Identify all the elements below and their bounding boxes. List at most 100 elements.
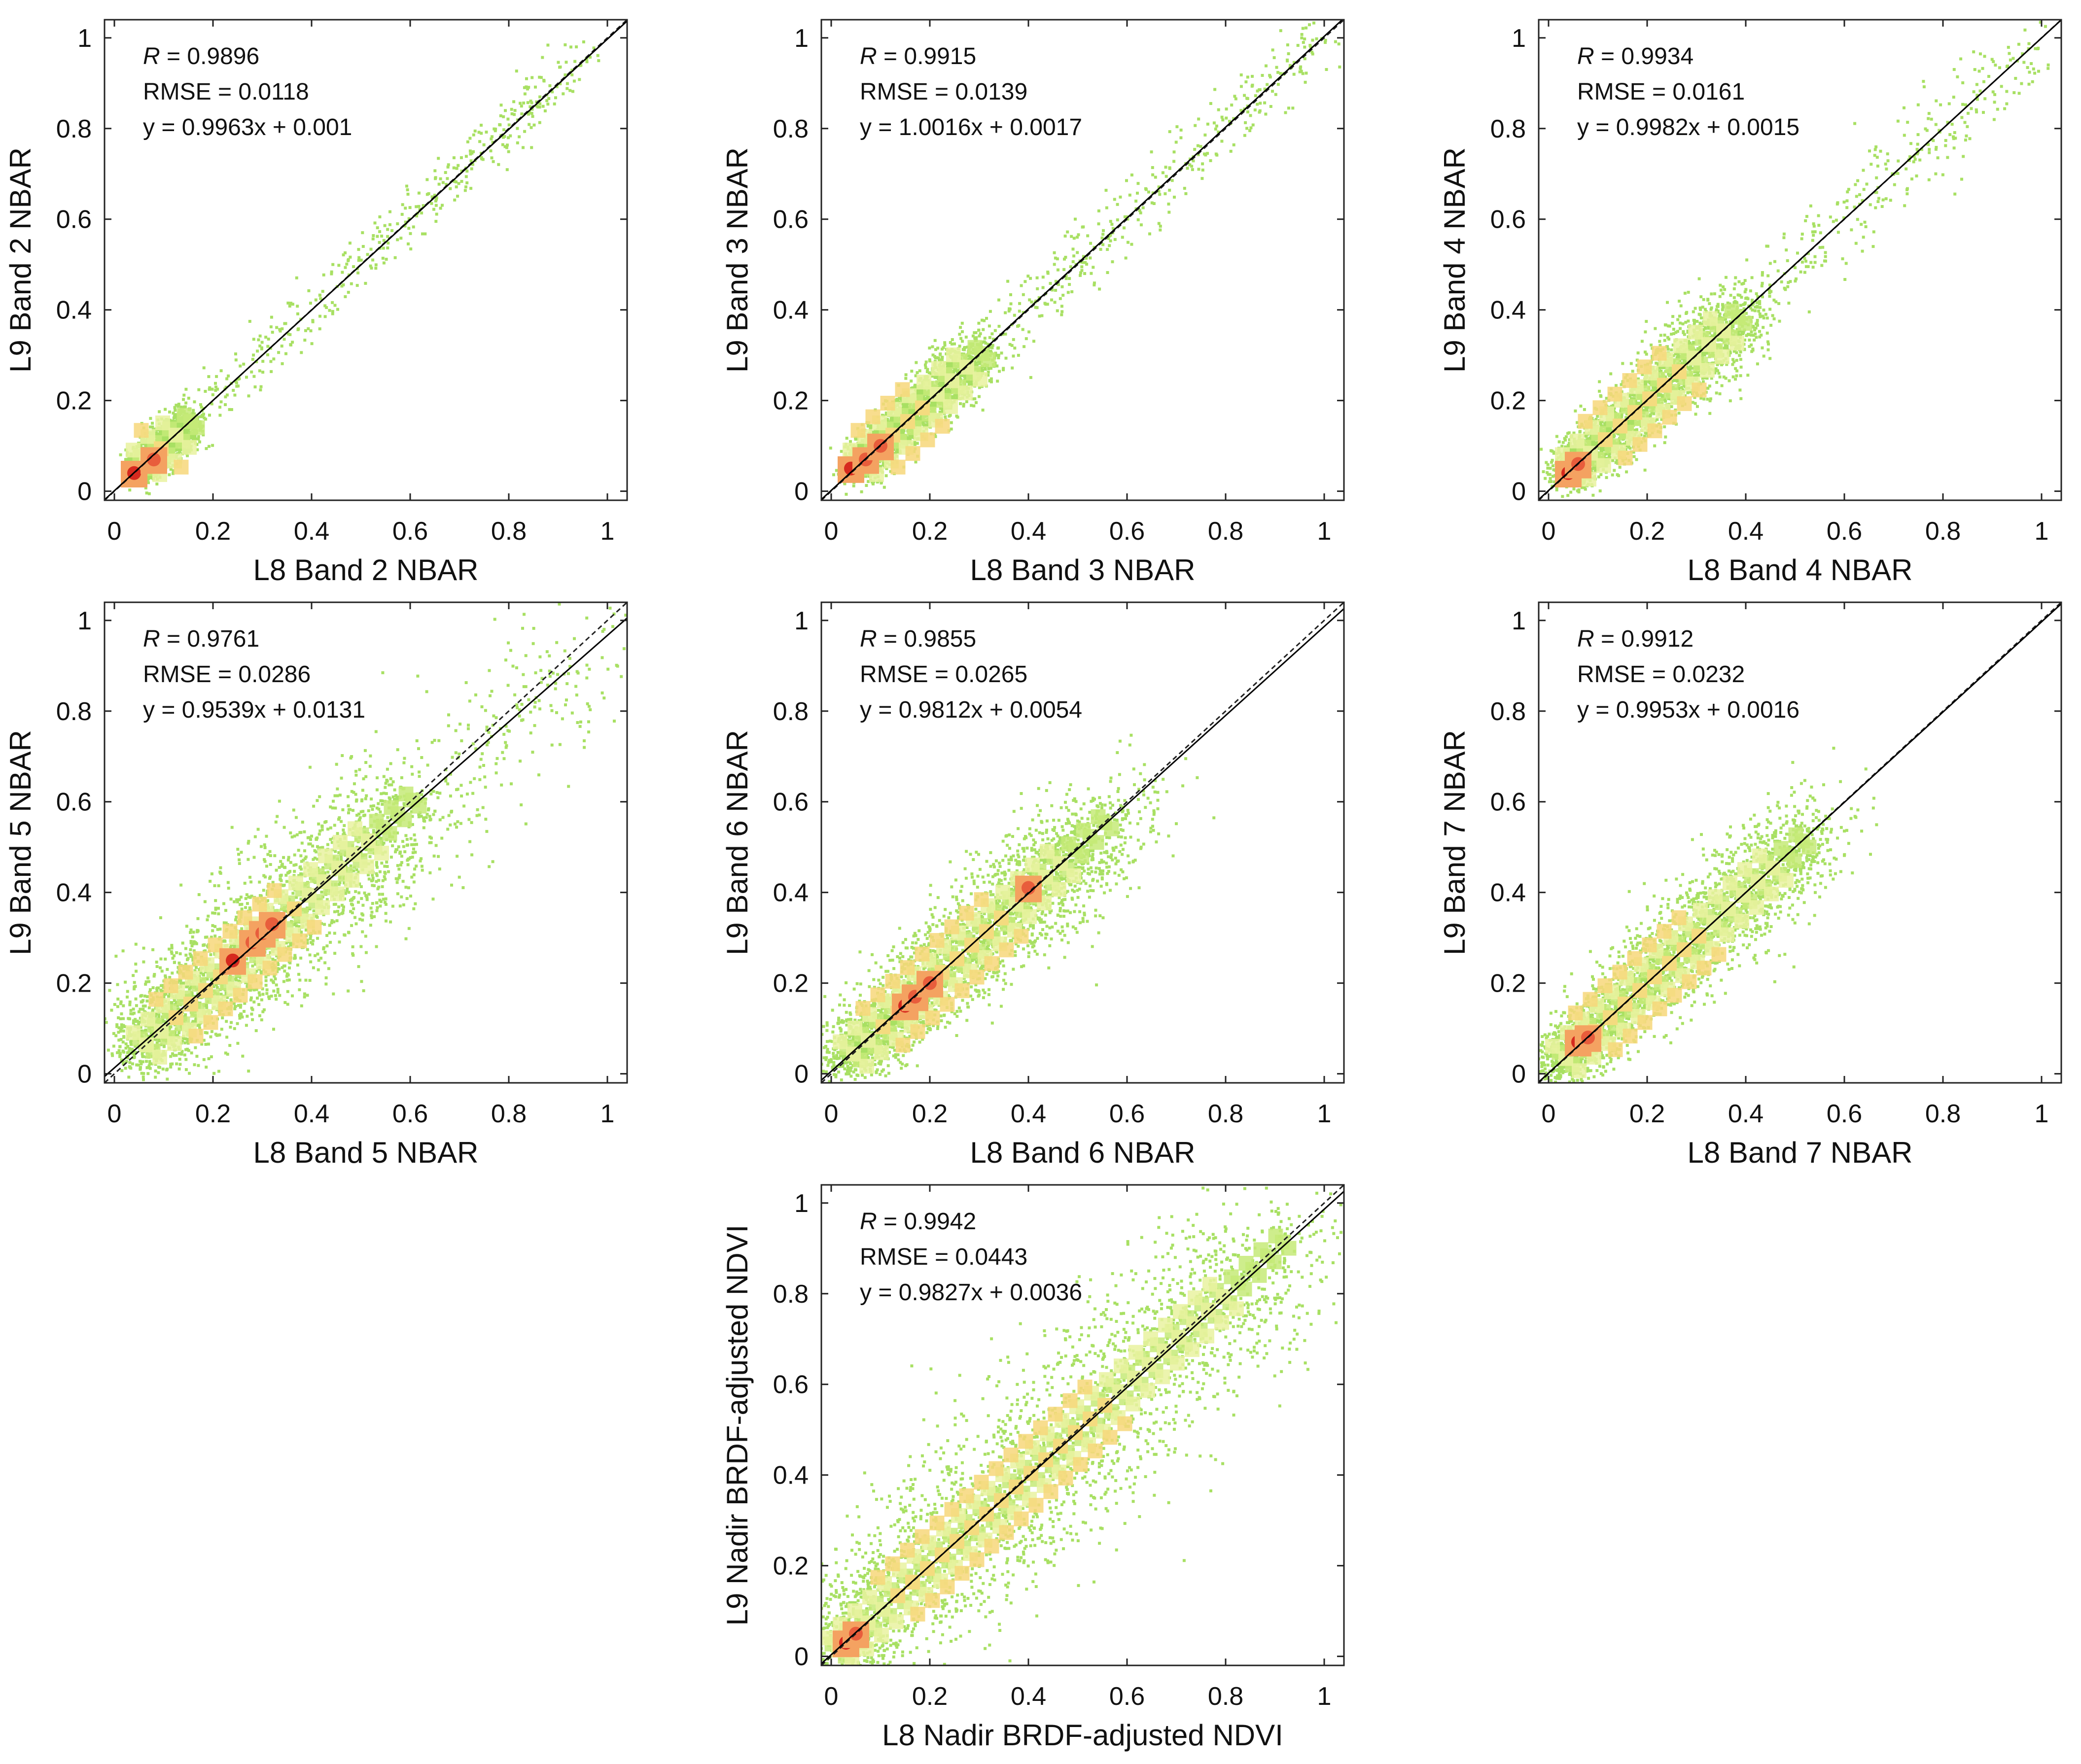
data-point [197, 388, 201, 391]
data-point [989, 367, 992, 370]
data-point [174, 409, 177, 412]
data-point [199, 403, 202, 406]
data-point [1083, 272, 1087, 275]
data-point [1246, 97, 1249, 100]
data-point [509, 134, 512, 138]
data-point [469, 159, 473, 163]
data-point [1004, 332, 1007, 336]
data-point [991, 344, 994, 347]
data-point [1248, 129, 1252, 133]
data-point [1239, 73, 1243, 76]
data-point [361, 231, 364, 235]
data-point [987, 370, 990, 374]
data-point [364, 281, 367, 285]
data-point [1010, 344, 1014, 347]
data-point [166, 437, 170, 441]
data-point [342, 283, 345, 286]
data-point [185, 429, 188, 433]
data-point [282, 338, 286, 341]
data-point [884, 474, 888, 478]
data-point [981, 318, 984, 322]
data-point [1254, 94, 1257, 98]
data-point [906, 437, 909, 441]
data-point [530, 112, 533, 115]
data-point [573, 60, 577, 63]
data-point [1098, 287, 1101, 291]
data-point [357, 248, 360, 251]
data-point [433, 169, 437, 173]
data-point [542, 78, 546, 82]
data-point [939, 407, 942, 410]
data-point [960, 374, 964, 378]
data-point [1300, 33, 1304, 36]
data-point [977, 360, 981, 363]
density-peak [147, 452, 161, 467]
data-point [931, 345, 934, 348]
data-point [1029, 277, 1032, 280]
data-point [934, 348, 937, 351]
data-point [369, 247, 373, 251]
data-point [559, 82, 562, 85]
data-point [187, 396, 190, 400]
data-point [530, 76, 534, 79]
data-point [1301, 72, 1305, 75]
data-point [235, 381, 238, 384]
data-point [1028, 298, 1031, 302]
data-point [224, 385, 228, 389]
data-point [1110, 223, 1114, 226]
data-point [1079, 271, 1083, 275]
data-point [372, 234, 375, 237]
data-point [204, 417, 208, 421]
data-point [1324, 38, 1327, 42]
data-point [230, 408, 233, 411]
data-point [382, 239, 386, 242]
data-point [928, 358, 931, 361]
data-point [534, 85, 537, 89]
data-point [472, 133, 475, 137]
data-point [176, 448, 180, 451]
data-point [925, 370, 929, 374]
data-point [559, 65, 562, 69]
data-point [195, 443, 199, 446]
data-point [1230, 104, 1234, 107]
data-point [464, 175, 468, 178]
data-point [434, 176, 437, 179]
data-point [1289, 64, 1292, 67]
data-point [311, 319, 315, 322]
data-point [874, 429, 877, 432]
data-point [572, 79, 576, 83]
data-point [492, 160, 495, 163]
r-symbol: R [143, 43, 160, 69]
data-point [990, 346, 994, 349]
data-point [892, 451, 896, 455]
data-point [993, 329, 997, 332]
data-point [425, 178, 429, 181]
data-point [270, 315, 273, 319]
data-point [1191, 168, 1194, 172]
data-point [498, 123, 502, 127]
data-point [177, 451, 181, 455]
data-point [406, 193, 410, 196]
data-point [490, 156, 494, 160]
data-point [1201, 169, 1204, 172]
data-point [404, 207, 407, 210]
data-point [214, 385, 217, 389]
data-point [1148, 232, 1151, 236]
data-point [489, 149, 493, 153]
data-point [1108, 244, 1111, 247]
data-point [1026, 275, 1030, 278]
data-point [570, 69, 574, 72]
data-point [449, 187, 452, 190]
data-point [918, 369, 921, 373]
data-point [1269, 105, 1272, 108]
data-point [1125, 179, 1128, 182]
data-point [1069, 265, 1072, 269]
point-cloud [119, 40, 600, 495]
data-point [1214, 152, 1218, 156]
data-point [913, 443, 917, 446]
data-point [468, 149, 472, 153]
data-point [437, 157, 440, 160]
data-point [455, 167, 459, 170]
data-point [1249, 114, 1252, 117]
data-point [464, 185, 467, 189]
